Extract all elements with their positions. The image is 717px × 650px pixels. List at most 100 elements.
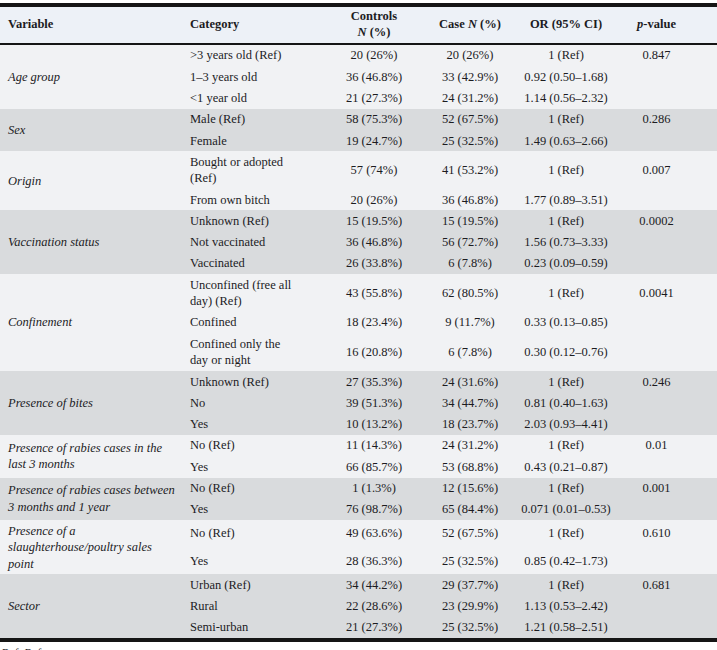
controls-cell: 1 (1.3%) bbox=[324, 478, 424, 499]
controls-cell: 43 (55.8%) bbox=[324, 274, 424, 312]
pvalue-cell: 0.0041 bbox=[616, 274, 717, 312]
controls-cell: 76 (98.7%) bbox=[324, 499, 424, 520]
section-presence-of-bites: Presence of bitesUnknown (Ref)27 (35.3%)… bbox=[0, 371, 717, 435]
case-cell: 34 (44.7%) bbox=[424, 392, 516, 413]
header-text-segment: Case bbox=[439, 17, 468, 31]
footnote: Ref: Reference. bbox=[0, 642, 717, 650]
pvalue-cell: 0.246 bbox=[616, 371, 717, 392]
controls-cell: 19 (24.7%) bbox=[324, 130, 424, 151]
header-cell-controls: ControlsN (%) bbox=[324, 5, 424, 44]
category-cell: 1–3 years old bbox=[182, 66, 324, 87]
case-cell: 18 (23.7%) bbox=[424, 414, 516, 435]
section-age-group: Age group>3 years old (Ref)20 (26%)20 (2… bbox=[0, 44, 717, 109]
category-cell: <1 year old bbox=[182, 88, 324, 109]
category-cell: No (Ref) bbox=[182, 520, 324, 547]
pvalue-cell bbox=[616, 189, 717, 210]
controls-cell: 22 (28.6%) bbox=[324, 596, 424, 617]
controls-cell: 20 (26%) bbox=[324, 44, 424, 66]
category-cell: Male (Ref) bbox=[182, 109, 324, 130]
case-cell: 52 (67.5%) bbox=[424, 109, 516, 130]
category-cell: Unknown (Ref) bbox=[182, 371, 324, 392]
or-cell: 0.92 (0.50–1.68) bbox=[516, 66, 616, 87]
or-cell: 1 (Ref) bbox=[516, 109, 616, 130]
case-cell: 62 (80.5%) bbox=[424, 274, 516, 312]
controls-cell: 49 (63.6%) bbox=[324, 520, 424, 547]
case-cell: 6 (7.8%) bbox=[424, 333, 516, 371]
case-cell: 41 (53.2%) bbox=[424, 151, 516, 189]
pvalue-cell: 0.847 bbox=[616, 44, 717, 66]
pvalue-cell: 0.0002 bbox=[616, 210, 717, 231]
variable-cell: Origin bbox=[0, 151, 182, 210]
or-cell: 1.49 (0.63–2.66) bbox=[516, 130, 616, 151]
variable-cell: Sector bbox=[0, 574, 182, 640]
or-cell: 1.13 (0.53–2.42) bbox=[516, 596, 616, 617]
category-cell: No bbox=[182, 392, 324, 413]
table-row: Vaccination statusUnknown (Ref)15 (19.5%… bbox=[0, 210, 717, 231]
controls-cell: 16 (20.8%) bbox=[324, 333, 424, 371]
or-cell: 2.03 (0.93–4.41) bbox=[516, 414, 616, 435]
case-cell: 23 (29.9%) bbox=[424, 596, 516, 617]
section-vaccination-status: Vaccination statusUnknown (Ref)15 (19.5%… bbox=[0, 210, 717, 274]
header-text-segment: Variable bbox=[8, 17, 53, 31]
controls-cell: 28 (36.3%) bbox=[324, 547, 424, 574]
header-cell-case: Case N (%) bbox=[424, 5, 516, 44]
header-text-segment: N bbox=[358, 25, 367, 39]
variable-cell: Confinement bbox=[0, 274, 182, 371]
controls-cell: 15 (19.5%) bbox=[324, 210, 424, 231]
pvalue-cell bbox=[616, 617, 717, 640]
case-cell: 25 (32.5%) bbox=[424, 130, 516, 151]
or-cell: 1.77 (0.89–3.51) bbox=[516, 189, 616, 210]
controls-cell: 26 (33.8%) bbox=[324, 253, 424, 274]
controls-cell: 20 (26%) bbox=[324, 189, 424, 210]
or-cell: 0.43 (0.21–0.87) bbox=[516, 456, 616, 477]
variable-cell: Presence of a slaughterhouse/poultry sal… bbox=[0, 520, 182, 574]
controls-cell: 21 (27.3%) bbox=[324, 617, 424, 640]
controls-cell: 10 (13.2%) bbox=[324, 414, 424, 435]
pvalue-cell bbox=[616, 414, 717, 435]
case-cell: 6 (7.8%) bbox=[424, 253, 516, 274]
variable-cell: Sex bbox=[0, 109, 182, 152]
category-cell: Semi-urban bbox=[182, 617, 324, 640]
case-cell: 24 (31.2%) bbox=[424, 435, 516, 456]
header-text-segment: Category bbox=[190, 17, 239, 31]
controls-cell: 27 (35.3%) bbox=[324, 371, 424, 392]
header-cell-variable: Variable bbox=[0, 5, 182, 44]
table-row: Age group>3 years old (Ref)20 (26%)20 (2… bbox=[0, 44, 717, 66]
or-cell: 0.33 (0.13–0.85) bbox=[516, 312, 616, 333]
category-cell: Rural bbox=[182, 596, 324, 617]
table-row: Presence of rabies cases between 3 month… bbox=[0, 478, 717, 499]
category-cell: Yes bbox=[182, 499, 324, 520]
pvalue-cell bbox=[616, 456, 717, 477]
or-cell: 1 (Ref) bbox=[516, 478, 616, 499]
category-cell: No (Ref) bbox=[182, 478, 324, 499]
or-cell: 1 (Ref) bbox=[516, 151, 616, 189]
table-row: Presence of a slaughterhouse/poultry sal… bbox=[0, 520, 717, 547]
table-row: Presence of rabies cases in the last 3 m… bbox=[0, 435, 717, 456]
section-origin: OriginBought or adopted (Ref)57 (74%)41 … bbox=[0, 151, 717, 210]
case-cell: 24 (31.6%) bbox=[424, 371, 516, 392]
category-cell: Confined bbox=[182, 312, 324, 333]
case-cell: 12 (15.6%) bbox=[424, 478, 516, 499]
pvalue-cell bbox=[616, 130, 717, 151]
pvalue-cell bbox=[616, 232, 717, 253]
or-cell: 1 (Ref) bbox=[516, 520, 616, 547]
category-cell: Confined only the day or night bbox=[182, 333, 324, 371]
variable-cell: Vaccination status bbox=[0, 210, 182, 274]
controls-cell: 36 (46.8%) bbox=[324, 66, 424, 87]
table-header: VariableCategoryControlsN (%)Case N (%)O… bbox=[0, 5, 717, 44]
pvalue-cell: 0.01 bbox=[616, 435, 717, 456]
pvalue-cell: 0.610 bbox=[616, 520, 717, 547]
category-cell: >3 years old (Ref) bbox=[182, 44, 324, 66]
controls-cell: 36 (46.8%) bbox=[324, 232, 424, 253]
or-cell: 1.21 (0.58–2.51) bbox=[516, 617, 616, 640]
page-sheet: Variable Category ControlsN (%)Case N (%) O… bbox=[0, 0, 717, 650]
category-cell: Yes bbox=[182, 414, 324, 435]
category-cell: Unknown (Ref) bbox=[182, 210, 324, 231]
category-cell: Bought or adopted (Ref) bbox=[182, 151, 324, 189]
table-row: Presence of bitesUnknown (Ref)27 (35.3%)… bbox=[0, 371, 717, 392]
pvalue-cell: 0.681 bbox=[616, 574, 717, 595]
case-cell: 65 (84.4%) bbox=[424, 499, 516, 520]
case-cell: 29 (37.7%) bbox=[424, 574, 516, 595]
category-cell: Vaccinated bbox=[182, 253, 324, 274]
or-cell: 1.56 (0.73–3.33) bbox=[516, 232, 616, 253]
